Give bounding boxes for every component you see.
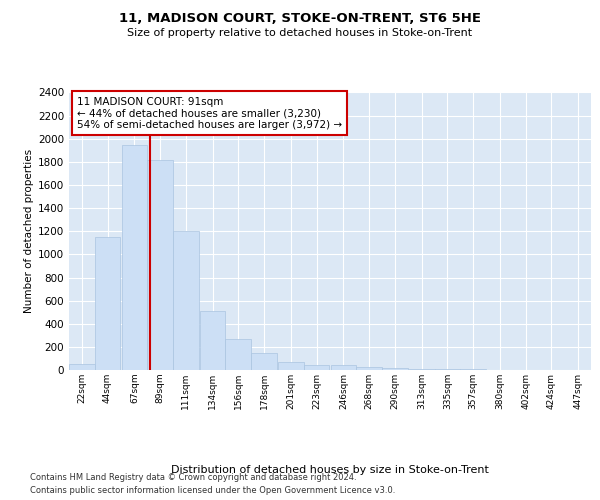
Bar bbox=[356, 366, 382, 370]
Text: Size of property relative to detached houses in Stoke-on-Trent: Size of property relative to detached ho… bbox=[127, 28, 473, 38]
Bar bbox=[226, 340, 251, 370]
Y-axis label: Number of detached properties: Number of detached properties bbox=[24, 149, 34, 314]
Text: 11 MADISON COURT: 91sqm
← 44% of detached houses are smaller (3,230)
54% of semi: 11 MADISON COURT: 91sqm ← 44% of detache… bbox=[77, 96, 342, 130]
Bar bbox=[122, 144, 147, 370]
Text: 11, MADISON COURT, STOKE-ON-TRENT, ST6 5HE: 11, MADISON COURT, STOKE-ON-TRENT, ST6 5… bbox=[119, 12, 481, 26]
Bar bbox=[95, 237, 121, 370]
Bar bbox=[200, 311, 226, 370]
Text: Contains public sector information licensed under the Open Government Licence v3: Contains public sector information licen… bbox=[30, 486, 395, 495]
Bar bbox=[147, 160, 173, 370]
Bar bbox=[173, 231, 199, 370]
Bar bbox=[251, 352, 277, 370]
Bar bbox=[304, 366, 329, 370]
Bar bbox=[69, 364, 95, 370]
Bar bbox=[382, 368, 407, 370]
X-axis label: Distribution of detached houses by size in Stoke-on-Trent: Distribution of detached houses by size … bbox=[171, 464, 489, 474]
Bar bbox=[331, 366, 356, 370]
Bar bbox=[278, 362, 304, 370]
Bar bbox=[409, 369, 434, 370]
Text: Contains HM Land Registry data © Crown copyright and database right 2024.: Contains HM Land Registry data © Crown c… bbox=[30, 472, 356, 482]
